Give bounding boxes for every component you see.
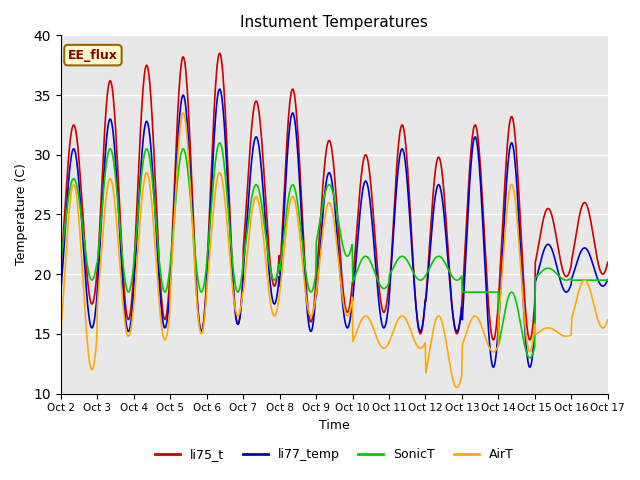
Legend: li75_t, li77_temp, SonicT, AirT: li75_t, li77_temp, SonicT, AirT [150, 443, 519, 466]
Y-axis label: Temperature (C): Temperature (C) [15, 164, 28, 265]
Text: EE_flux: EE_flux [68, 48, 118, 61]
Title: Instument Temperatures: Instument Temperatures [241, 15, 428, 30]
X-axis label: Time: Time [319, 419, 349, 432]
